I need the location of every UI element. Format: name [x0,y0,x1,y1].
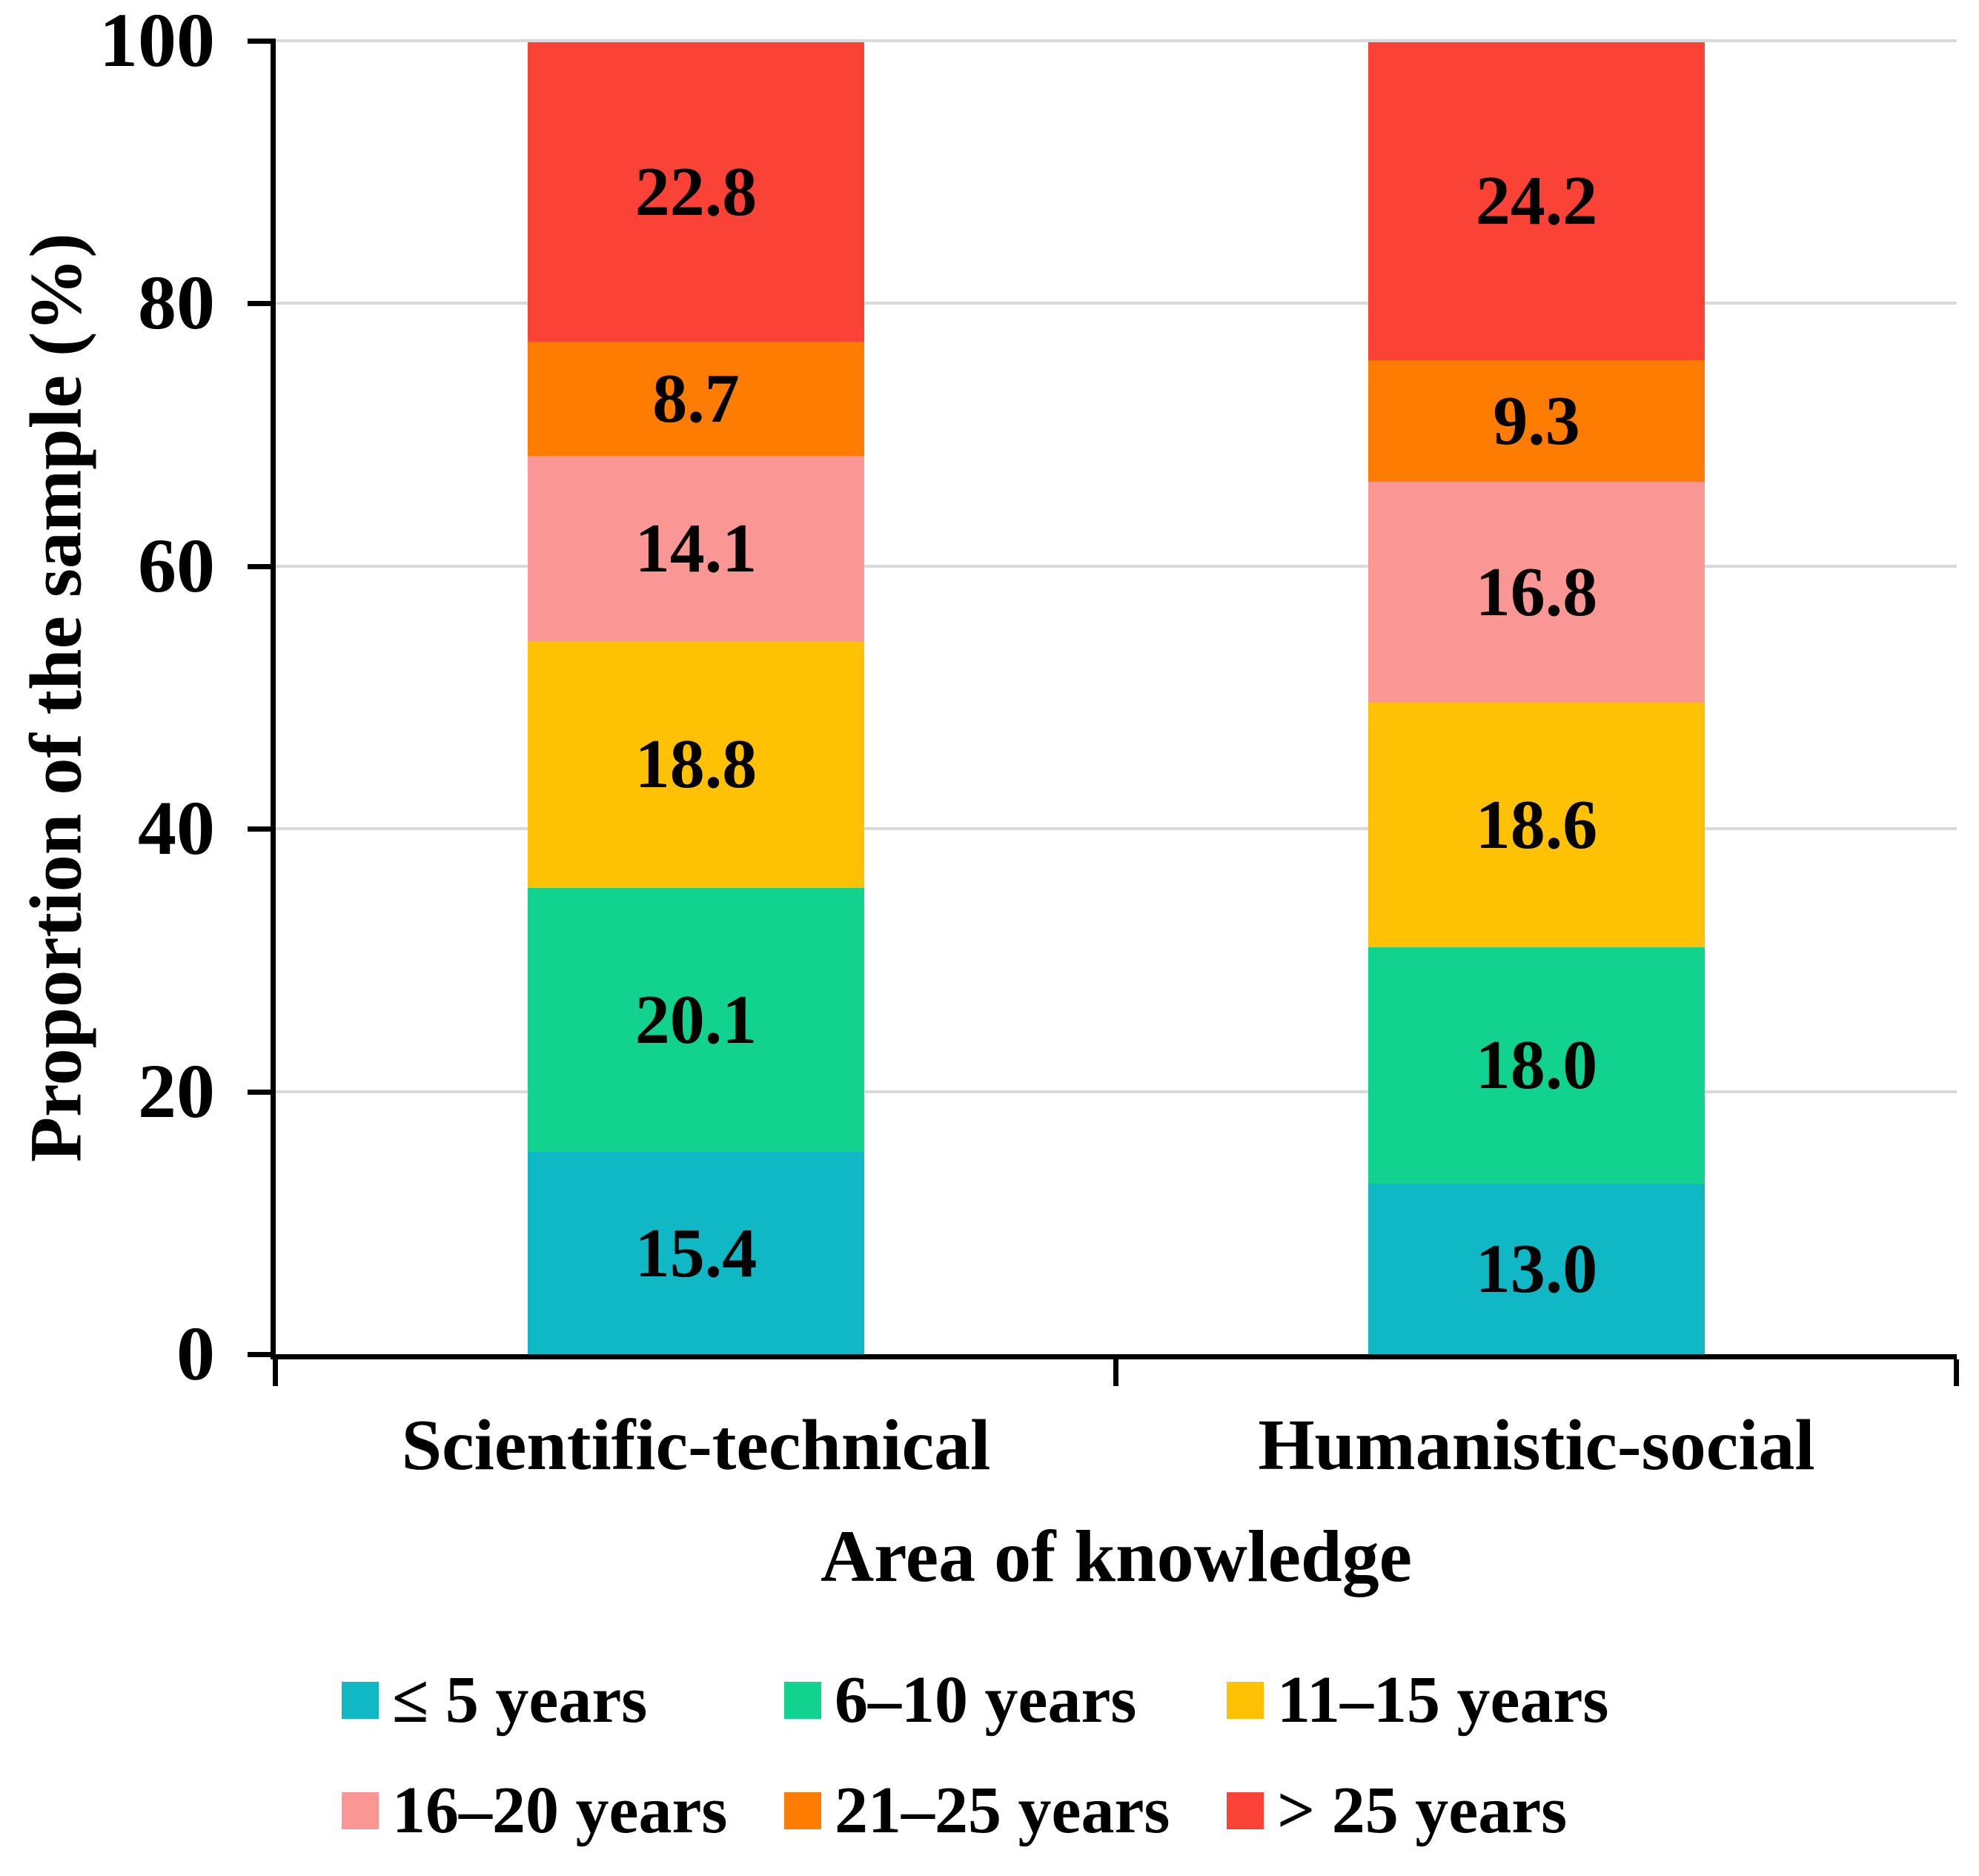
x-category-label: Humanistic-social [1258,1405,1815,1485]
legend-swatch [784,1682,821,1719]
legend-item: ≤ 5 years [342,1667,647,1734]
y-tick-label: 60 [138,523,215,609]
data-label: 8.7 [652,359,740,437]
legend-item: 16–20 years [342,1777,727,1844]
bar-segment: 20.1 [528,887,864,1153]
bar-scientific-technical: 15.4 20.1 18.8 14.1 8.7 22.8 [528,42,864,1354]
x-tick-mark [1113,1359,1118,1386]
gridline [276,564,1957,568]
y-tick-mark [248,301,276,307]
legend-label: 11–15 years [1277,1663,1609,1737]
legend-swatch [784,1792,821,1829]
bar-segment: 8.7 [528,341,864,456]
y-tick-mark [248,1352,276,1357]
y-tick-mark [248,826,276,832]
gridline [276,39,1957,42]
data-label: 18.6 [1475,786,1598,864]
y-tick-mark [248,1089,276,1095]
data-label: 18.0 [1475,1027,1598,1104]
legend-label: 16–20 years [392,1774,728,1847]
legend-label: ≤ 5 years [392,1663,648,1737]
legend-swatch [1227,1682,1264,1719]
data-label: 20.1 [634,981,758,1059]
gridline [276,302,1957,305]
y-tick-mark [248,563,276,569]
bar-segment: 18.8 [528,640,864,888]
bar-segment: 14.1 [528,455,864,641]
legend-label: 21–25 years [835,1774,1170,1847]
y-tick-label: 80 [138,260,215,346]
y-tick-mark [248,39,276,44]
y-axis-title: Proportion of the sample (%) [14,233,97,1162]
data-label: 14.1 [634,509,758,587]
y-tick-label: 0 [176,1311,215,1396]
legend-label: > 25 years [1277,1774,1568,1847]
y-tick-label: 20 [138,1048,215,1134]
bar-segment: 9.3 [1368,359,1705,483]
data-label: 13.0 [1475,1230,1598,1307]
bar-segment: 22.8 [528,42,864,342]
data-label: 18.8 [634,726,758,803]
x-tick-mark [273,1359,278,1386]
data-label: 15.4 [634,1214,758,1292]
bar-humanistic-social: 13.0 18.0 18.6 16.8 9.3 24.2 [1368,42,1705,1354]
y-tick-label: 40 [138,786,215,872]
gridline [276,827,1957,831]
legend-item: 11–15 years [1227,1667,1608,1734]
bar-segment: 15.4 [528,1152,864,1354]
bar-segment: 18.6 [1368,703,1705,947]
x-axis-title: Area of knowledge [820,1515,1413,1597]
bar-segment: 16.8 [1368,482,1705,703]
y-tick-label: 100 [99,0,215,83]
legend-swatch [342,1682,379,1719]
bar-segment: 13.0 [1368,1183,1705,1354]
x-category-label: Scientific-technical [401,1405,991,1485]
bar-segment: 18.0 [1368,947,1705,1184]
data-label: 22.8 [634,153,758,231]
legend-item: 6–10 years [784,1667,1136,1734]
legend-swatch [342,1792,379,1829]
data-label: 9.3 [1493,382,1580,460]
gridline [276,1090,1957,1093]
legend-item: > 25 years [1227,1777,1567,1844]
plot-area: 15.4 20.1 18.8 14.1 8.7 22.8 13.0 18.0 18.6 16.8 9… [271,39,1957,1359]
x-tick-mark [1954,1359,1959,1386]
data-label: 16.8 [1475,554,1598,632]
legend-label: 6–10 years [835,1663,1137,1737]
legend-item: 21–25 years [784,1777,1170,1844]
data-label: 24.2 [1475,162,1598,240]
legend-swatch [1227,1792,1264,1829]
bar-segment: 24.2 [1368,42,1705,360]
